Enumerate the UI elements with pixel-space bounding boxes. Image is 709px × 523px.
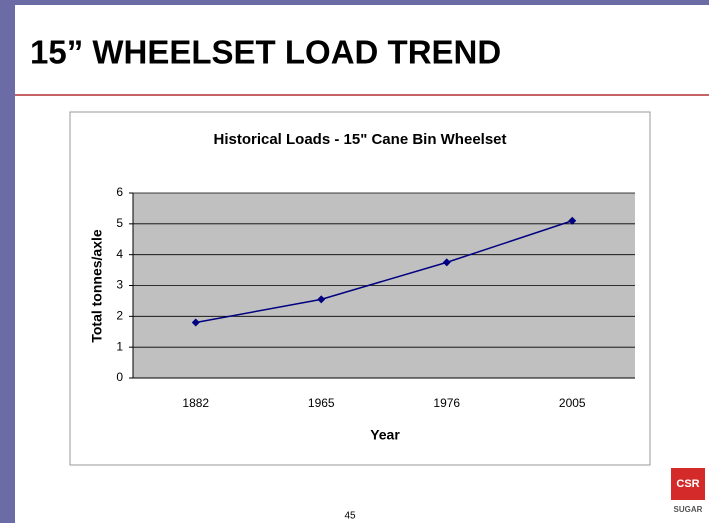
x-tick-label: 1965 (308, 396, 335, 410)
x-axis-label: Year (370, 427, 400, 443)
x-tick-label: 2005 (559, 396, 586, 410)
y-tick-label: 2 (116, 309, 123, 323)
page-number: 45 (344, 511, 356, 522)
y-tick-label: 1 (116, 339, 123, 353)
data-point (317, 295, 326, 304)
y-axis-label: Total tonnes/axle (89, 229, 105, 343)
x-tick-label: 1976 (433, 396, 460, 410)
data-point (191, 318, 200, 327)
y-tick-label: 6 (116, 185, 123, 199)
data-line (195, 220, 573, 324)
data-point (442, 258, 451, 267)
chart-title: Historical Loads - 15" Cane Bin Wheelset (213, 131, 506, 148)
logo-mark (671, 468, 705, 500)
data-point (568, 216, 577, 225)
y-tick-label: 4 (116, 247, 123, 261)
y-tick-label: 3 (116, 278, 123, 292)
logo-text: CSR (676, 478, 699, 490)
logo-name: SUGAR (674, 505, 703, 514)
y-tick-label: 5 (116, 216, 123, 230)
slide-title: 15” WHEELSET LOAD TREND (30, 34, 501, 71)
x-tick-label: 1882 (182, 396, 209, 410)
y-tick-label: 0 (116, 370, 123, 384)
